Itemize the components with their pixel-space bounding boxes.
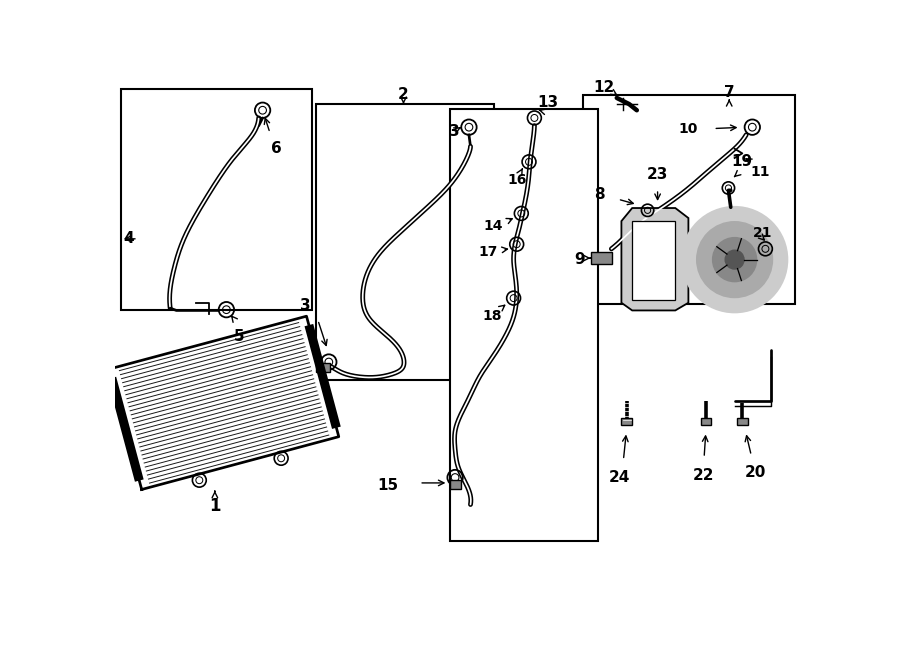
Text: 3: 3	[301, 299, 311, 313]
Circle shape	[713, 238, 757, 281]
Bar	[317, 363, 330, 372]
Text: 2: 2	[398, 87, 409, 103]
Polygon shape	[110, 316, 338, 489]
Bar	[317, 104, 493, 380]
Text: 20: 20	[744, 465, 766, 480]
Text: 13: 13	[537, 95, 558, 110]
Text: 22: 22	[693, 468, 715, 483]
Circle shape	[697, 222, 772, 297]
Text: 15: 15	[377, 478, 399, 493]
Polygon shape	[632, 221, 675, 301]
Text: 14: 14	[484, 218, 503, 233]
Text: 21: 21	[753, 226, 773, 240]
Circle shape	[725, 250, 744, 269]
Text: 16: 16	[507, 173, 526, 187]
Bar	[701, 418, 712, 425]
Bar	[450, 480, 461, 489]
Text: 9: 9	[574, 252, 584, 267]
Text: 19: 19	[732, 154, 753, 169]
Text: 8: 8	[595, 187, 605, 203]
Text: 6: 6	[271, 141, 282, 156]
Bar	[450, 109, 598, 542]
Bar	[583, 95, 795, 305]
Text: 4: 4	[123, 231, 134, 246]
Text: 11: 11	[751, 165, 770, 179]
Text: 18: 18	[482, 309, 502, 323]
Text: 23: 23	[647, 167, 669, 183]
Bar	[590, 252, 612, 264]
Polygon shape	[621, 208, 688, 310]
Text: 17: 17	[479, 245, 498, 259]
Circle shape	[682, 207, 787, 312]
Bar	[621, 418, 632, 425]
Text: 1: 1	[209, 497, 220, 515]
Text: 24: 24	[608, 470, 630, 485]
Bar	[737, 418, 748, 425]
Bar	[121, 89, 312, 310]
Text: 3: 3	[449, 124, 460, 138]
Text: 10: 10	[679, 122, 698, 136]
Text: 5: 5	[234, 329, 245, 344]
Text: 7: 7	[724, 85, 734, 100]
Text: 12: 12	[593, 79, 615, 95]
